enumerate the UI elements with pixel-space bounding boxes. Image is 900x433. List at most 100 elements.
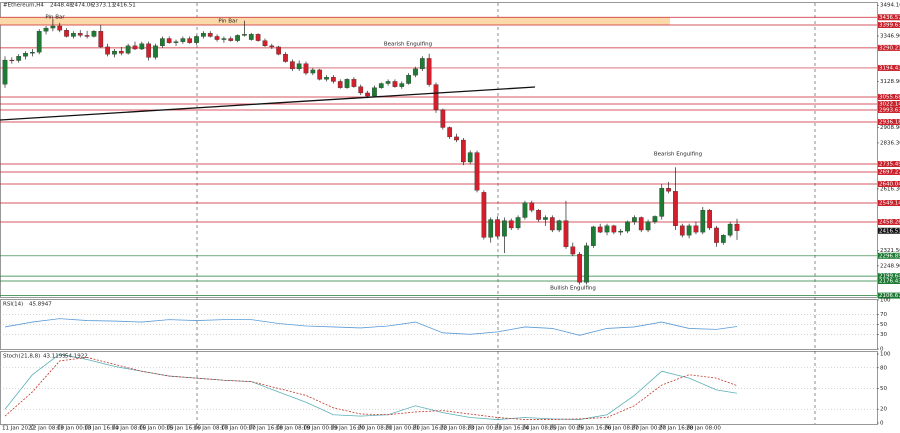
- candle-body: [337, 81, 343, 88]
- candle-body: [43, 27, 49, 32]
- level-label-box: [878, 273, 900, 280]
- candle-body: [700, 209, 706, 233]
- zone: [0, 17, 670, 26]
- ohlc-value: 2474.06: [71, 3, 94, 9]
- level-label-box: [878, 22, 900, 29]
- level-label-box: [878, 44, 900, 51]
- candle-body: [221, 38, 227, 40]
- candle-body: [378, 83, 384, 88]
- x-tick-label: 12 Jan 08:00: [29, 426, 64, 432]
- candle-body: [201, 33, 206, 37]
- level-label-box: [878, 200, 900, 207]
- candle-body: [461, 139, 466, 163]
- candle-body: [146, 43, 152, 58]
- candle-body: [474, 152, 480, 191]
- x-tick-label: 19 Jan 16:00: [330, 426, 365, 432]
- x-tick-label: 19 Jan 00:00: [303, 426, 338, 432]
- candle-body: [659, 188, 665, 217]
- candle-body: [255, 34, 261, 41]
- level-label: 2697.27: [879, 169, 900, 175]
- level-label: 2936.18: [879, 119, 900, 125]
- candle-body: [584, 245, 589, 283]
- y-tick-label: 3128.90: [880, 79, 900, 85]
- candle-body: [159, 38, 165, 47]
- candle-body: [714, 227, 719, 243]
- candle-body: [481, 192, 487, 238]
- level-label: 2106.67: [879, 293, 900, 299]
- level-label-box: [878, 278, 900, 285]
- level-label-box: [878, 180, 900, 187]
- level-label: 3399.63: [879, 23, 900, 29]
- candle-body: [563, 220, 569, 247]
- x-tick-label: 23 Jan 00:00: [467, 426, 502, 432]
- level-label: 2458.26: [879, 220, 900, 226]
- candle-body: [187, 38, 193, 43]
- candle-body: [727, 223, 733, 236]
- candle-body: [16, 56, 22, 61]
- level-label-box: [878, 106, 900, 113]
- candle-body: [30, 51, 35, 54]
- candle-body: [235, 35, 240, 41]
- candle-body: [502, 220, 507, 237]
- candle-body: [269, 45, 275, 48]
- annotation: Pin Bar: [218, 19, 238, 25]
- annotation: Bearish Engulfing: [384, 42, 432, 48]
- candle-body: [686, 225, 692, 236]
- price-box: [878, 227, 900, 234]
- level-label: 3436.57: [879, 15, 900, 21]
- x-tick-label: 27 Jan 16:00: [659, 426, 694, 432]
- level-label-box: [878, 118, 900, 125]
- y-tick-label: 70: [880, 312, 887, 318]
- level-label-box: [878, 219, 900, 226]
- candle-body: [248, 34, 254, 40]
- level-label: 2640.04: [879, 181, 900, 187]
- candle-body: [214, 36, 220, 40]
- x-tick-label: 13 Jan 00:00: [57, 426, 92, 432]
- candle-body: [207, 33, 213, 37]
- candle-body: [440, 109, 446, 128]
- candle-body: [536, 209, 541, 220]
- level-label-box: [878, 292, 900, 299]
- candle-body: [577, 253, 583, 283]
- x-tick-label: 17 Jan 00:00: [221, 426, 256, 432]
- y-tick-label: 100: [880, 298, 891, 304]
- candle-body: [125, 45, 131, 54]
- candle-body: [618, 230, 624, 233]
- y-tick-label: 100: [880, 352, 891, 358]
- candle-body: [549, 217, 555, 231]
- level-label-box: [878, 252, 900, 259]
- candle-body: [522, 202, 528, 218]
- candle-body: [419, 58, 425, 70]
- annotation: Bearish Engulfing: [654, 152, 702, 158]
- candle-body: [9, 59, 15, 62]
- indicator-line: [4, 353, 738, 420]
- candle-body: [23, 53, 28, 57]
- y-tick-label: 2908.90: [880, 125, 900, 131]
- candle-body: [105, 46, 110, 55]
- y-tick-label: 50: [880, 322, 887, 328]
- indicator-value: 43.1199: [43, 354, 66, 360]
- candle-body: [310, 69, 316, 74]
- candle-body: [385, 81, 391, 84]
- plot-layer: [0, 16, 877, 420]
- x-tick-label: 15 Jan 00:00: [139, 426, 174, 432]
- level-label: 2549.14: [879, 201, 900, 207]
- y-tick-label: 30: [880, 332, 887, 338]
- candle-body: [365, 92, 370, 97]
- level-label: 3194.43: [879, 65, 900, 71]
- x-tick-label: 11 Jan 2022: [2, 426, 35, 432]
- candle-body: [194, 36, 199, 43]
- x-tick-label: 21 Jan 00:00: [385, 426, 420, 432]
- candle-body: [344, 79, 350, 88]
- x-tick-label: 23 Jan 16:00: [495, 426, 530, 432]
- candle-body: [77, 33, 83, 36]
- x-tick-label: 13 Jan 16:00: [84, 426, 119, 432]
- x-tick-label: 24 Jan 08:00: [522, 426, 557, 432]
- y-tick-label: 3346.90: [880, 34, 900, 40]
- level-label: 2993.63: [879, 107, 900, 113]
- indicator-title: Stoch(21,8,8): [3, 354, 40, 360]
- candle-body: [317, 69, 323, 80]
- candle-body: [707, 209, 712, 229]
